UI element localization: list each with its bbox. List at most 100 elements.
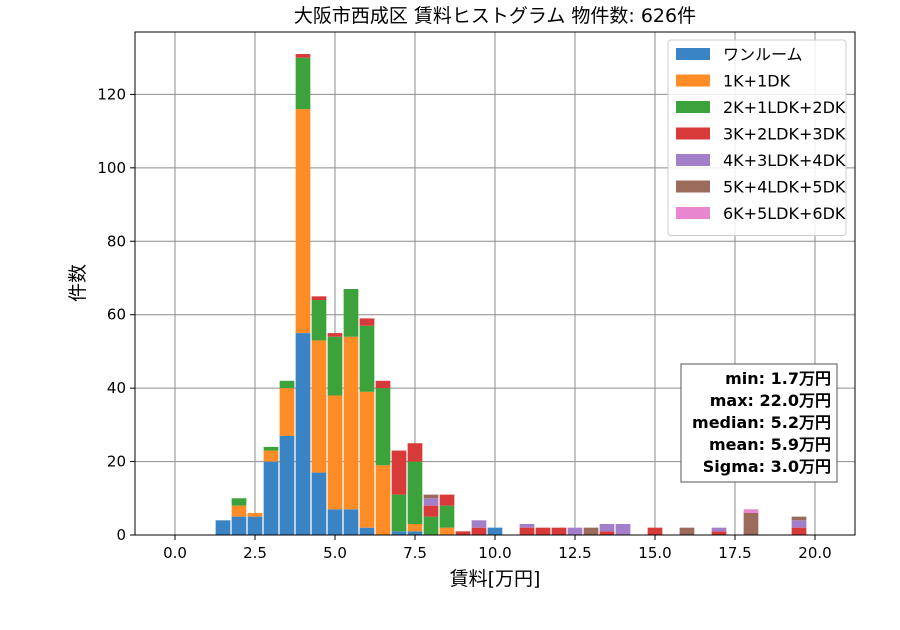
x-tick-label: 10.0	[478, 544, 511, 562]
bar-segment	[311, 296, 327, 301]
bar-segment	[327, 395, 343, 510]
legend-swatch	[676, 74, 710, 87]
bar-segment	[583, 527, 599, 535]
bar-segment	[263, 450, 279, 462]
bar-segment	[407, 443, 423, 462]
bar-segment	[423, 516, 439, 535]
x-tick-label: 15.0	[638, 544, 671, 562]
x-tick-label: 20.0	[798, 544, 831, 562]
bar-segment	[407, 461, 423, 524]
bar-segment	[279, 435, 295, 535]
bar-segment	[439, 494, 455, 506]
y-tick-label: 0	[116, 526, 126, 544]
bar-segment	[215, 520, 231, 535]
bar-segment	[423, 505, 439, 517]
x-tick-label: 5.0	[323, 544, 347, 562]
stat-line: max: 22.0万円	[710, 391, 831, 410]
legend-label: 6K+5LDK+6DK	[723, 204, 846, 223]
bar-segment	[615, 523, 631, 535]
bar-segment	[327, 336, 343, 396]
legend-swatch	[676, 127, 710, 140]
bar-segment	[711, 527, 727, 532]
bar-segment	[407, 523, 423, 532]
stat-line: mean: 5.9万円	[709, 435, 831, 454]
x-tick-label: 0.0	[163, 544, 187, 562]
bar-segment	[391, 450, 407, 495]
bar-segment	[519, 523, 535, 528]
y-tick-label: 20	[107, 453, 126, 471]
bar-segment	[359, 527, 375, 535]
bar-segment	[791, 527, 807, 535]
legend-label: 2K+1LDK+2DK	[723, 98, 846, 117]
bar-segment	[247, 512, 263, 517]
chart-title: 大阪市西成区 賃料ヒストグラム 物件数: 626件	[294, 5, 696, 27]
bar-segment	[711, 531, 727, 535]
bar-segment	[391, 494, 407, 532]
bar-segment	[343, 509, 359, 535]
bar-segment	[231, 498, 247, 506]
y-axis-title: 件数	[67, 264, 89, 302]
y-tick-label: 40	[107, 379, 126, 397]
legend-swatch	[676, 180, 710, 193]
bar-segment	[311, 472, 327, 535]
y-tick-label: 120	[97, 85, 126, 103]
stat-line: median: 5.2万円	[692, 413, 831, 432]
bar-segment	[343, 289, 359, 337]
bar-segment	[279, 380, 295, 389]
bar-segment	[455, 531, 471, 535]
bar-segment	[535, 527, 551, 535]
bar-segment	[487, 527, 503, 535]
y-tick-label: 100	[97, 159, 126, 177]
bar-segment	[519, 527, 535, 535]
legend-swatch	[676, 154, 710, 166]
bar-segment	[791, 516, 807, 521]
bar-segment	[423, 494, 439, 499]
bar-segment	[263, 446, 279, 451]
bar-segment	[743, 509, 759, 513]
legend-label: ワンルーム	[723, 45, 803, 64]
bar-segment	[567, 527, 583, 535]
bar-segment	[295, 54, 311, 58]
y-tick-label: 80	[107, 232, 126, 250]
bar-segment	[471, 520, 487, 528]
legend-label: 4K+3LDK+4DK	[723, 151, 846, 170]
bar-segment	[359, 325, 375, 392]
bar-segment	[375, 388, 391, 466]
x-tick-label: 2.5	[243, 544, 267, 562]
stats-frame	[680, 363, 838, 483]
bar-segment	[311, 300, 327, 341]
bar-segment	[231, 505, 247, 517]
legend-swatch	[676, 48, 710, 60]
legend-frame	[667, 39, 847, 236]
bar-segment	[599, 523, 615, 532]
y-ticks: 0 20 40 60 80 100 120	[97, 85, 135, 544]
bar-segment	[679, 527, 695, 535]
bar-segment	[791, 520, 807, 528]
bar-segment	[439, 527, 455, 535]
bar-segment	[359, 318, 375, 326]
bars	[215, 54, 807, 535]
stat-line: Sigma: 3.0万円	[703, 457, 831, 476]
bar-segment	[407, 531, 423, 535]
bar-segment	[391, 531, 407, 535]
bar-segment	[295, 109, 311, 334]
bar-segment	[375, 465, 391, 535]
legend: ワンルーム 1K+1DK 2K+1LDK+2DK 3K+2LDK+3DK 4K+3LDK…	[667, 39, 847, 236]
legend-label: 3K+2LDK+3DK	[723, 125, 846, 144]
bar-segment	[279, 388, 295, 436]
legend-label: 1K+1DK	[723, 72, 791, 91]
bar-segment	[439, 505, 455, 528]
bar-segment	[327, 333, 343, 337]
bar-segment	[743, 512, 759, 535]
bar-segment	[375, 380, 391, 389]
legend-swatch	[676, 207, 710, 219]
x-tick-label: 17.5	[718, 544, 751, 562]
bar-segment	[551, 527, 567, 535]
x-tick-label: 7.5	[403, 544, 427, 562]
bar-segment	[295, 333, 311, 535]
stats-box: min: 1.7万円 max: 22.0万円 median: 5.2万円 mean: …	[680, 363, 838, 483]
bar-segment	[423, 498, 439, 506]
x-ticks: 0.0 2.5 5.0 7.5 10.0 12.5 15.0 17.5 20.0	[163, 535, 832, 562]
